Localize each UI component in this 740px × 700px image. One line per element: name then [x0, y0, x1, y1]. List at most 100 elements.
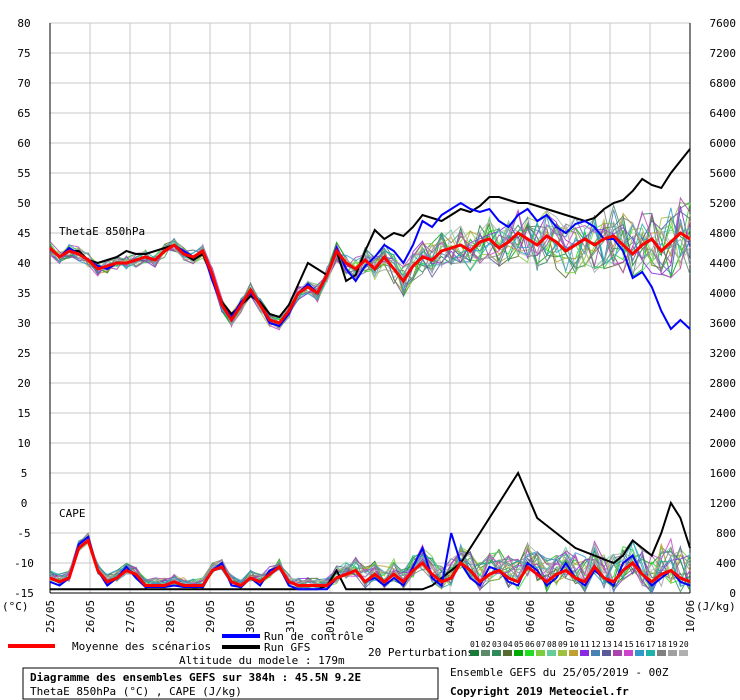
perturbation-swatch: [657, 650, 666, 656]
left-tick-label: 40: [17, 257, 30, 270]
right-tick-label: 7600: [710, 17, 737, 30]
right-tick-label: 5200: [710, 197, 737, 210]
perturbation-number: 08: [547, 640, 557, 649]
x-tick-label: 25/05: [44, 600, 57, 633]
perturbation-swatch: [470, 650, 479, 656]
left-tick-label: 35: [17, 287, 30, 300]
x-tick-label: 05/06: [484, 600, 497, 633]
right-tick-label: 0: [729, 587, 736, 600]
perturbation-legend: 01 02 03 04 05 06 07 08 09 10 11 12 13 14 15 16 17 18 19 20: [470, 640, 689, 656]
legend-mean-label: Moyenne des scénarios: [72, 640, 211, 653]
x-tick-label: 04/06: [444, 600, 457, 633]
x-tick-label: 07/06: [564, 600, 577, 633]
x-tick-label: 29/05: [204, 600, 217, 633]
right-tick-label: 4400: [710, 257, 737, 270]
run-label: Ensemble GEFS du 25/05/2019 - 00Z: [450, 666, 669, 679]
x-tick-label: 03/06: [404, 600, 417, 633]
right-tick-label: 3200: [710, 347, 737, 360]
mean-cape-line: [49, 537, 691, 588]
perturbation-number: 06: [525, 640, 535, 649]
perturbation-swatch: [547, 650, 556, 656]
perturbation-cape-line: [49, 537, 691, 594]
perturbation-number: 02: [481, 640, 491, 649]
left-tick-label: 70: [17, 77, 30, 90]
perturbation-number: 05: [514, 640, 524, 649]
perturbation-swatch: [679, 650, 688, 656]
x-tick-label: 28/05: [164, 600, 177, 633]
perturbation-swatch: [558, 650, 567, 656]
right-axis: 7600720068006400600056005200480044004000…: [710, 17, 737, 600]
perturbation-swatch: [635, 650, 644, 656]
panel-label-cape: CAPE: [59, 507, 86, 520]
perturbation-number: 16: [635, 640, 645, 649]
left-tick-label: 60: [17, 137, 30, 150]
perturbation-number: 14: [613, 640, 623, 649]
left-tick-label: 80: [17, 17, 30, 30]
left-tick-label: 50: [17, 197, 30, 210]
x-tick-label: 31/05: [284, 600, 297, 633]
perturbation-swatch: [525, 650, 534, 656]
legend-control-label: Run de contrôle: [264, 630, 363, 643]
left-tick-label: 75: [17, 47, 30, 60]
left-tick-label: -15: [14, 587, 34, 600]
perturbation-number: 10: [569, 640, 579, 649]
x-tick-label: 26/05: [84, 600, 97, 633]
x-tick-label: 27/05: [124, 600, 137, 633]
x-tick-label: 02/06: [364, 600, 377, 633]
left-tick-label: -10: [14, 557, 34, 570]
perturbation-swatch: [514, 650, 523, 656]
main-series: [48, 148, 691, 591]
right-tick-label: 6000: [710, 137, 737, 150]
perturbation-number: 04: [503, 640, 513, 649]
perturbation-swatch: [481, 650, 490, 656]
right-tick-label: 5600: [710, 167, 737, 180]
left-tick-label: 10: [17, 437, 30, 450]
perturbation-number: 09: [558, 640, 568, 649]
perturbation-cape-line: [49, 534, 691, 590]
perturbation-swatch: [503, 650, 512, 656]
perturbation-swatch: [668, 650, 677, 656]
x-tick-label: 10/06: [684, 600, 697, 633]
legend-perturbations-label: 20 Perturbations: [368, 646, 474, 659]
left-tick-label: 30: [17, 317, 30, 330]
mean-theta-line: [48, 231, 691, 325]
gfs-cape-line: [50, 470, 691, 591]
perturbation-number: 01: [470, 640, 480, 649]
x-tick-label: 30/05: [244, 600, 257, 633]
right-tick-label: 800: [716, 527, 736, 540]
perturbation-swatch: [646, 650, 655, 656]
left-axis-unit: (°C): [2, 600, 29, 613]
right-tick-label: 1600: [710, 467, 737, 480]
perturbation-swatch: [591, 650, 600, 656]
left-tick-label: 15: [17, 407, 30, 420]
x-axis: 25/05 26/05 27/05 28/05 29/05 30/05 31/05 01/06…: [44, 600, 697, 633]
perturbation-swatch: [624, 650, 633, 656]
right-tick-label: 400: [716, 557, 736, 570]
right-tick-label: 6800: [710, 77, 737, 90]
left-tick-label: 25: [17, 347, 30, 360]
panel-label-theta: ThetaE 850hPa: [59, 225, 145, 238]
left-tick-label: 20: [17, 377, 30, 390]
perturbation-swatch: [492, 650, 501, 656]
perturbation-number: 03: [492, 640, 502, 649]
perturbation-number: 20: [679, 640, 689, 649]
right-tick-label: 2800: [710, 377, 737, 390]
info-box: [22, 667, 439, 700]
right-tick-label: 2000: [710, 437, 737, 450]
perturbation-swatch: [569, 650, 578, 656]
right-tick-label: 3600: [710, 317, 737, 330]
right-axis-unit: (J/kg): [696, 600, 736, 613]
left-tick-label: 5: [21, 467, 28, 480]
perturbation-number: 11: [580, 640, 590, 649]
right-tick-label: 4800: [710, 227, 737, 240]
perturbation-number: 12: [591, 640, 601, 649]
info-title: Diagramme des ensembles GEFS sur 384h : …: [30, 671, 361, 684]
perturbation-swatch: [580, 650, 589, 656]
perturbation-swatch: [536, 650, 545, 656]
left-tick-label: 0: [21, 497, 28, 510]
x-tick-label: 08/06: [604, 600, 617, 633]
x-tick-label: 01/06: [324, 600, 337, 633]
x-tick-label: 06/06: [524, 600, 537, 633]
